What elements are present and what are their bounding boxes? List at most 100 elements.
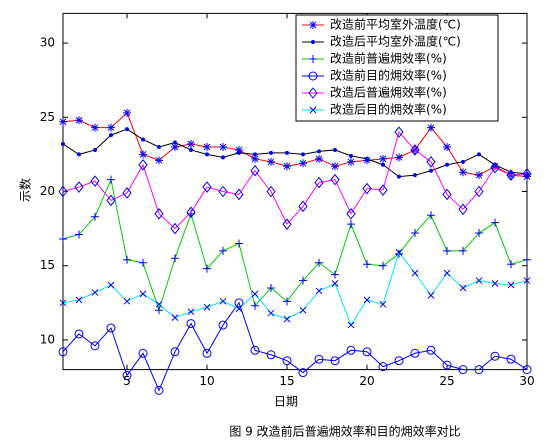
marker xyxy=(138,348,148,358)
marker xyxy=(123,297,131,305)
marker xyxy=(364,156,370,161)
legend-label: 改造后目的㶲效率(%) xyxy=(330,102,447,117)
marker xyxy=(410,348,420,358)
marker xyxy=(308,87,318,99)
marker xyxy=(250,345,260,355)
marker xyxy=(491,280,499,287)
marker xyxy=(204,152,210,157)
marker xyxy=(300,152,306,157)
marker xyxy=(315,258,323,267)
x-tick-label: 30 xyxy=(519,374,534,388)
marker xyxy=(427,292,435,299)
marker xyxy=(59,234,67,243)
marker xyxy=(331,162,339,171)
marker xyxy=(124,127,130,132)
marker xyxy=(490,161,500,174)
marker xyxy=(267,309,275,317)
marker xyxy=(394,356,404,366)
marker xyxy=(59,117,67,126)
marker xyxy=(410,144,420,156)
marker xyxy=(91,123,99,132)
marker xyxy=(427,123,435,132)
series-line xyxy=(62,301,528,392)
marker xyxy=(252,152,258,157)
marker xyxy=(299,276,307,285)
marker xyxy=(106,194,116,207)
marker xyxy=(139,290,147,298)
marker xyxy=(506,169,516,181)
marker xyxy=(507,281,515,289)
marker xyxy=(268,150,274,155)
marker xyxy=(298,200,308,213)
marker xyxy=(187,308,195,316)
marker xyxy=(378,362,388,372)
series-line xyxy=(62,131,528,230)
marker xyxy=(140,137,146,142)
marker xyxy=(235,239,243,248)
y-tick-label: 15 xyxy=(40,258,55,272)
marker xyxy=(58,347,68,357)
marker xyxy=(251,154,259,163)
marker xyxy=(59,299,67,307)
y-tick-label: 30 xyxy=(40,36,55,50)
marker xyxy=(266,350,276,360)
marker xyxy=(380,162,386,167)
marker xyxy=(474,185,484,198)
x-tick-label: 20 xyxy=(359,374,374,388)
marker xyxy=(218,185,228,198)
marker xyxy=(476,152,482,157)
marker xyxy=(412,173,418,178)
marker xyxy=(186,319,196,329)
marker xyxy=(219,142,227,151)
marker xyxy=(267,157,275,166)
marker xyxy=(411,269,419,277)
legend-label: 改造前平均室外温度(℃) xyxy=(330,17,461,32)
marker xyxy=(108,133,114,138)
marker xyxy=(346,207,356,220)
marker xyxy=(156,145,162,149)
x-tick-label: 5 xyxy=(123,374,131,388)
marker xyxy=(522,167,532,180)
marker xyxy=(330,173,340,186)
marker xyxy=(235,305,243,313)
marker xyxy=(348,153,354,158)
marker xyxy=(443,142,451,151)
marker xyxy=(426,156,436,168)
marker xyxy=(282,356,292,366)
marker xyxy=(411,229,419,238)
marker xyxy=(91,212,99,221)
marker xyxy=(426,345,436,355)
marker xyxy=(506,354,516,364)
marker xyxy=(395,153,403,162)
marker xyxy=(250,164,260,177)
marker xyxy=(218,320,228,330)
marker xyxy=(396,174,402,179)
marker xyxy=(442,188,452,201)
marker xyxy=(444,162,450,167)
caption: 图 9 改造前后普遍㶲效率和目的㶲效率对比 xyxy=(229,424,460,439)
marker xyxy=(459,168,467,177)
marker xyxy=(58,185,68,198)
marker xyxy=(475,229,483,238)
marker xyxy=(267,283,275,292)
marker xyxy=(282,218,292,230)
marker xyxy=(235,145,243,154)
marker xyxy=(315,154,323,163)
series-line xyxy=(62,111,528,178)
marker xyxy=(458,365,468,375)
marker xyxy=(139,150,147,159)
legend-box xyxy=(295,14,499,122)
marker xyxy=(138,158,148,171)
marker xyxy=(316,149,322,154)
marker xyxy=(74,181,84,193)
marker xyxy=(266,185,276,198)
marker xyxy=(202,348,212,358)
marker xyxy=(394,126,404,138)
marker xyxy=(107,123,115,132)
x-axis-label: 日期 xyxy=(274,395,298,409)
marker xyxy=(507,260,515,269)
marker xyxy=(90,175,100,187)
marker xyxy=(490,351,500,361)
marker xyxy=(475,171,483,180)
